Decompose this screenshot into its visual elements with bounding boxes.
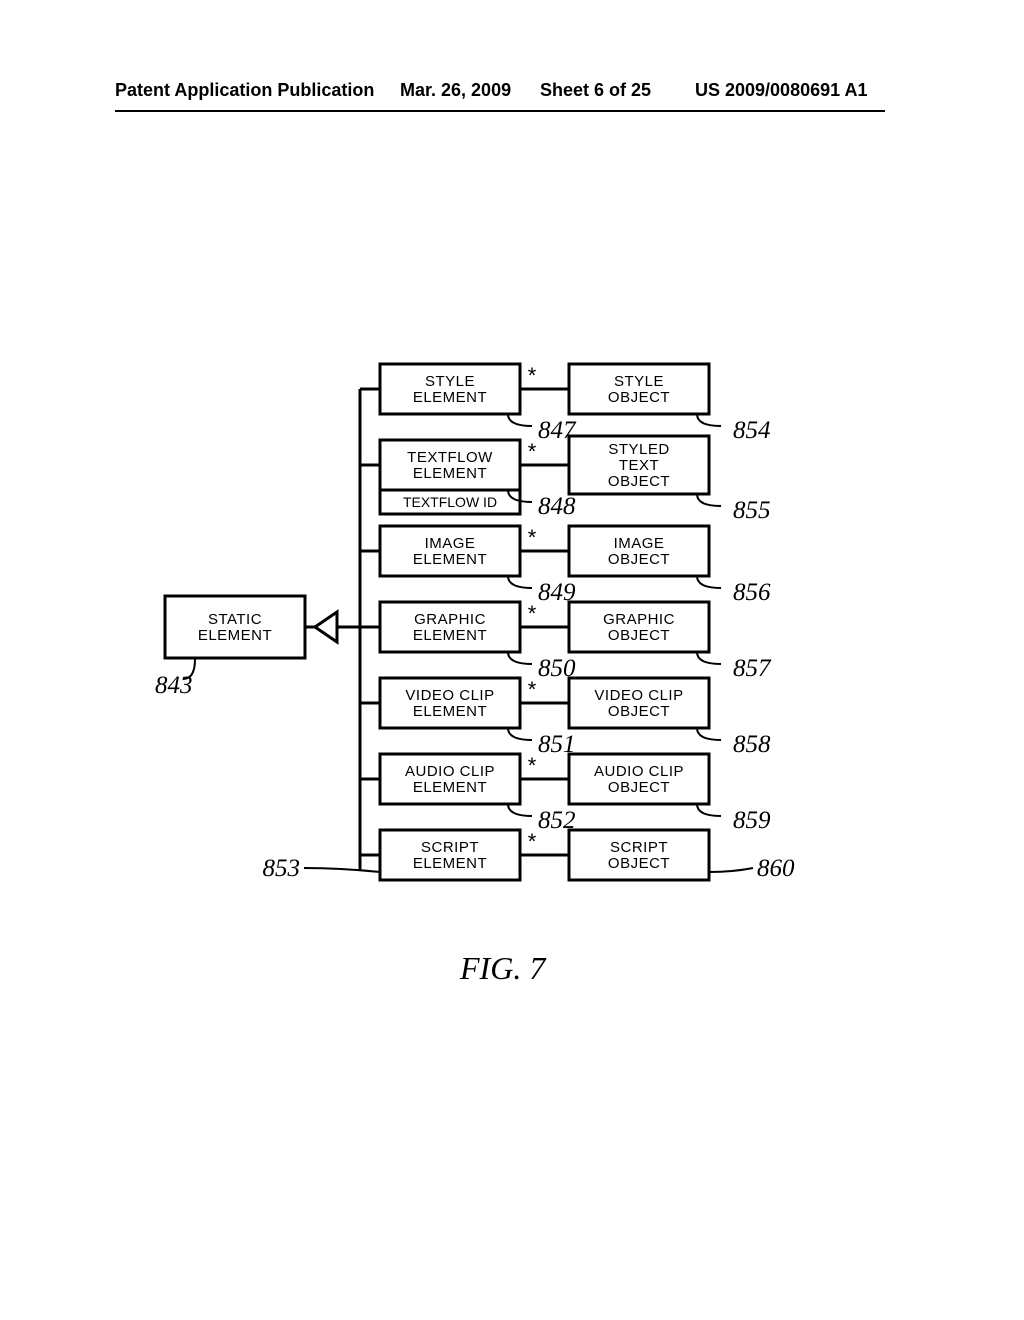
svg-text:847: 847 bbox=[538, 417, 577, 444]
svg-text:860: 860 bbox=[757, 855, 795, 882]
figure-caption: FIG. 7 bbox=[460, 950, 545, 987]
svg-text:859: 859 bbox=[733, 807, 771, 834]
svg-text:*: * bbox=[528, 525, 537, 550]
svg-text:SCRIPTOBJECT: SCRIPTOBJECT bbox=[608, 839, 670, 872]
svg-text:VIDEO CLIPELEMENT: VIDEO CLIPELEMENT bbox=[405, 687, 494, 720]
page: Patent Application Publication Mar. 26, … bbox=[0, 0, 1024, 1320]
svg-text:*: * bbox=[528, 601, 537, 626]
svg-text:STYLEDTEXTOBJECT: STYLEDTEXTOBJECT bbox=[608, 441, 670, 490]
svg-text:*: * bbox=[528, 829, 537, 854]
svg-text:*: * bbox=[528, 677, 537, 702]
svg-text:843: 843 bbox=[155, 672, 193, 699]
svg-text:IMAGEOBJECT: IMAGEOBJECT bbox=[608, 535, 670, 568]
svg-text:854: 854 bbox=[733, 417, 771, 444]
svg-text:GRAPHICELEMENT: GRAPHICELEMENT bbox=[413, 611, 487, 644]
svg-text:*: * bbox=[528, 753, 537, 778]
diagram: STATICELEMENT 843 STYLEELEMENT * STYLEOBJECT… bbox=[0, 0, 1024, 1320]
svg-text:TEXTFLOWELEMENT: TEXTFLOWELEMENT bbox=[407, 449, 493, 482]
svg-text:*: * bbox=[528, 363, 537, 388]
svg-text:858: 858 bbox=[733, 731, 771, 758]
svg-text:STATICELEMENT: STATICELEMENT bbox=[198, 611, 272, 644]
svg-text:AUDIO CLIPOBJECT: AUDIO CLIPOBJECT bbox=[594, 763, 684, 796]
svg-text:TEXTFLOW ID: TEXTFLOW ID bbox=[403, 494, 497, 510]
svg-text:853: 853 bbox=[263, 855, 301, 882]
svg-text:AUDIO CLIPELEMENT: AUDIO CLIPELEMENT bbox=[405, 763, 495, 796]
svg-text:VIDEO CLIPOBJECT: VIDEO CLIPOBJECT bbox=[594, 687, 683, 720]
svg-text:STYLEOBJECT: STYLEOBJECT bbox=[608, 373, 670, 406]
svg-text:SCRIPTELEMENT: SCRIPTELEMENT bbox=[413, 839, 487, 872]
svg-text:855: 855 bbox=[733, 497, 771, 524]
svg-text:STYLEELEMENT: STYLEELEMENT bbox=[413, 373, 487, 406]
svg-text:IMAGEELEMENT: IMAGEELEMENT bbox=[413, 535, 487, 568]
svg-text:GRAPHICOBJECT: GRAPHICOBJECT bbox=[603, 611, 675, 644]
svg-text:856: 856 bbox=[733, 579, 771, 606]
svg-text:848: 848 bbox=[538, 493, 576, 520]
svg-text:*: * bbox=[528, 439, 537, 464]
svg-text:857: 857 bbox=[733, 655, 772, 682]
